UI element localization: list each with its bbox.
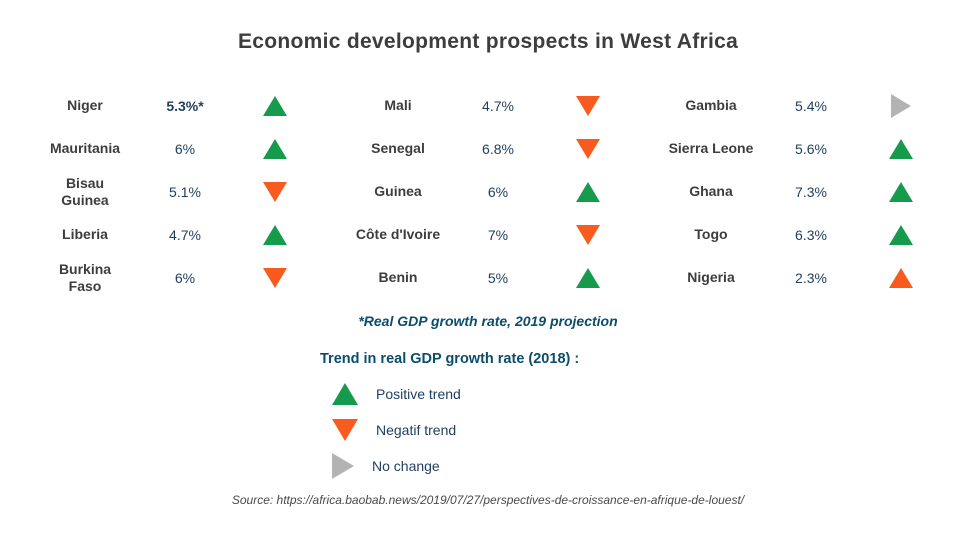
legend-down-arrow-icon: [332, 419, 358, 441]
trend-down-arrow-icon: [263, 267, 287, 288]
gdp-value: 6%: [174, 140, 196, 157]
footnote: *Real GDP growth rate, 2019 projection: [358, 313, 618, 329]
legend-up-arrow-icon: [332, 383, 358, 405]
country-row: Mali 4.7%: [343, 84, 633, 127]
gdp-value: 5.4%: [795, 97, 827, 114]
trend-up-arrow-icon: [889, 181, 913, 202]
country-row: Côte d'Ivoire 7%: [343, 213, 633, 256]
legend-label: Positive trend: [376, 386, 461, 402]
legend-title: Trend in real GDP growth rate (2018) :: [320, 351, 580, 367]
legend-label: Negatif trend: [376, 422, 457, 438]
trend-right-arrow-icon: [891, 93, 911, 118]
trend-up-arrow-icon: [576, 267, 600, 288]
trend-up-arrow-icon: [263, 138, 287, 159]
gdp-value: 7.3%: [795, 183, 827, 200]
legend-label: No change: [372, 458, 440, 474]
country-row: Benin 5%: [343, 256, 633, 299]
trend-up-arrow-icon: [889, 267, 913, 288]
country-name: Sierra Leone: [668, 140, 754, 157]
country-row: Liberia 4.7%: [30, 213, 320, 256]
country-name: Mali: [384, 97, 412, 114]
gdp-value: 5%: [487, 269, 509, 286]
gdp-value: 4.7%: [169, 226, 201, 243]
gdp-value: 2.3%: [795, 269, 827, 286]
country-row: Ghana 7.3%: [656, 170, 946, 213]
country-row: Bisau Guinea 5.1%: [30, 170, 320, 213]
page-title: Economic development prospects in West A…: [237, 30, 739, 53]
country-name: Gambia: [685, 97, 737, 114]
trend-up-arrow-icon: [889, 138, 913, 159]
gdp-value: 7%: [487, 226, 509, 243]
country-row: Burkina Faso 6%: [30, 256, 320, 299]
gdp-value: 5.1%: [169, 183, 201, 200]
country-row: Guinea 6%: [343, 170, 633, 213]
legend-item: Negatif trend: [332, 419, 620, 441]
country-name: Liberia: [62, 226, 108, 243]
country-row: Gambia 5.4%: [656, 84, 946, 127]
trend-up-arrow-icon: [889, 224, 913, 245]
country-name: Guinea: [374, 183, 422, 200]
country-row: Mauritania 6%: [30, 127, 320, 170]
country-row: Niger 5.3%*: [30, 84, 320, 127]
country-name: Mauritania: [49, 140, 120, 157]
country-row: Togo 6.3%: [656, 213, 946, 256]
legend: Trend in real GDP growth rate (2018) : P…: [320, 351, 620, 479]
country-name: Bisau Guinea: [61, 174, 109, 208]
gdp-value: 4.7%: [482, 97, 514, 114]
country-row: Sierra Leone 5.6%: [656, 127, 946, 170]
country-name: Nigeria: [687, 269, 735, 286]
trend-down-arrow-icon: [576, 224, 600, 245]
country-name: Benin: [378, 269, 418, 286]
legend-item: Positive trend: [332, 383, 620, 405]
trend-up-arrow-icon: [576, 181, 600, 202]
country-column: Niger 5.3%* Mauritania 6% Bisau Guinea 5.1% Li…: [30, 84, 320, 299]
country-row: Senegal 6.8%: [343, 127, 633, 170]
gdp-value: 6%: [487, 183, 509, 200]
country-grid: Niger 5.3%* Mauritania 6% Bisau Guinea 5.1% Li…: [0, 84, 976, 299]
country-row: Nigeria 2.3%: [656, 256, 946, 299]
country-column: Mali 4.7% Senegal 6.8% Guinea 6% Côte d'Ivoire…: [343, 84, 633, 299]
trend-up-arrow-icon: [263, 224, 287, 245]
source-citation: Source: https://africa.baobab.news/2019/…: [231, 493, 745, 507]
country-name: Côte d'Ivoire: [355, 226, 441, 243]
gdp-value: 6.3%: [795, 226, 827, 243]
country-name: Ghana: [689, 183, 733, 200]
country-name: Burkina Faso: [58, 260, 112, 294]
gdp-value: 6.8%: [482, 140, 514, 157]
country-name: Niger: [67, 97, 103, 114]
gdp-value: 5.3%*: [166, 97, 204, 114]
legend-items: Positive trend Negatif trend No change: [320, 383, 620, 479]
trend-up-arrow-icon: [263, 95, 287, 116]
trend-down-arrow-icon: [576, 95, 600, 116]
legend-item: No change: [332, 453, 620, 479]
country-column: Gambia 5.4% Sierra Leone 5.6% Ghana 7.3% Togo 6…: [656, 84, 946, 299]
trend-down-arrow-icon: [576, 138, 600, 159]
trend-down-arrow-icon: [263, 181, 287, 202]
gdp-value: 5.6%: [795, 140, 827, 157]
country-name: Togo: [694, 226, 728, 243]
gdp-value: 6%: [174, 269, 196, 286]
legend-right-arrow-icon: [332, 453, 354, 479]
country-name: Senegal: [371, 140, 425, 157]
